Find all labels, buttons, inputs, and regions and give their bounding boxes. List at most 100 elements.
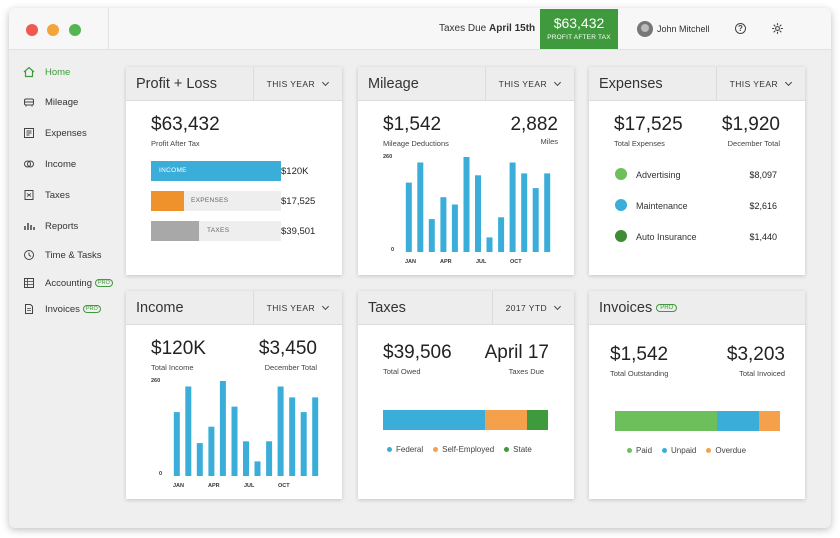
- sidebar-item-invoices[interactable]: Invoices PRO: [23, 301, 101, 317]
- sidebar-item-label: Accounting: [45, 277, 93, 289]
- chart-bar: [254, 461, 261, 476]
- taxes-due-text: Taxes Due April 15th: [439, 23, 536, 34]
- user-name[interactable]: John Mitchell: [657, 24, 710, 34]
- chart-bar: [451, 204, 458, 252]
- stacked-bar-segment: [717, 411, 759, 431]
- taxes-card: Taxes 2017 YTD $39,506 Total Owed April …: [358, 291, 574, 499]
- sidebar-item-label: Expenses: [45, 127, 87, 139]
- card-title: Invoices PRO: [599, 300, 678, 316]
- pro-badge: PRO: [656, 304, 678, 313]
- y-axis-max: 260: [383, 154, 393, 160]
- sidebar-item-income[interactable]: Income: [23, 156, 76, 172]
- income-bar-fill: [151, 161, 281, 181]
- chevron-down-icon: [553, 78, 562, 87]
- sidebar-item-mileage[interactable]: Mileage: [23, 94, 78, 110]
- card-header: Profit + Loss THIS YEAR: [126, 67, 342, 101]
- stacked-bar-segment: [758, 411, 780, 431]
- period-dropdown[interactable]: THIS YEAR: [252, 291, 342, 325]
- x-axis-label: OCT: [510, 259, 522, 265]
- y-axis-min: 0: [159, 471, 163, 477]
- chart-bar: [312, 397, 319, 476]
- document-icon: [25, 304, 33, 314]
- december-total-value: $1,920: [721, 114, 780, 135]
- total-outstanding-value: $1,542: [610, 344, 669, 365]
- stacked-bar-segment: [383, 410, 486, 430]
- period-dropdown[interactable]: THIS YEAR: [484, 67, 574, 101]
- advertising-dot: [615, 168, 627, 180]
- card-title: Expenses: [599, 76, 663, 92]
- period-dropdown[interactable]: THIS YEAR: [252, 67, 342, 101]
- coins-icon: [24, 160, 34, 168]
- maintenance-label: Maintenance: [636, 201, 688, 211]
- chart-bar: [219, 381, 226, 476]
- receipt-icon: [24, 128, 34, 138]
- december-income-value: $3,450: [258, 338, 317, 359]
- total-invoiced-value: $3,203: [726, 344, 785, 365]
- stacked-bar-segment: [485, 410, 527, 430]
- card-title: Profit + Loss: [136, 76, 217, 92]
- legend-dot: [706, 448, 712, 453]
- expenses-bar-label: EXPENSES: [191, 197, 229, 204]
- zoom-window-button[interactable]: [69, 24, 81, 36]
- chart-bar: [475, 175, 481, 252]
- income-bar-value: $120K: [281, 166, 309, 177]
- chevron-down-icon: [321, 78, 330, 87]
- minimize-window-button[interactable]: [47, 24, 59, 36]
- sidebar-item-accounting[interactable]: Accounting PRO: [23, 275, 113, 291]
- income-bar: INCOME: [151, 161, 281, 181]
- sidebar-item-label: Time & Tasks: [45, 249, 102, 261]
- card-header: Invoices PRO: [589, 291, 805, 325]
- legend-item: Overdue: [706, 446, 746, 455]
- profit-after-tax-badge[interactable]: $63,432 PROFIT AFTER TAX: [540, 9, 618, 49]
- x-axis-label: JAN: [405, 259, 417, 265]
- sidebar-item-label: Income: [45, 158, 77, 170]
- gear-icon[interactable]: [771, 22, 784, 35]
- advertising-label: Advertising: [636, 170, 681, 180]
- chevron-down-icon: [321, 302, 330, 311]
- sidebar-item-label: Reports: [45, 220, 79, 232]
- taxes-icon: [24, 190, 34, 200]
- y-axis-min: 0: [391, 247, 395, 253]
- mileage-bar-chart: [405, 157, 551, 252]
- total-expenses-value: $17,525: [614, 114, 683, 135]
- sidebar-item-expenses[interactable]: Expenses: [23, 125, 87, 141]
- chart-bar: [521, 173, 528, 252]
- total-invoiced-label: Total Invoiced: [739, 369, 785, 378]
- invoices-stacked-bar: [615, 411, 780, 431]
- sidebar-item-home[interactable]: Home: [23, 64, 70, 80]
- taxes-legend: Federal Self-Employed State: [387, 445, 542, 454]
- ledger-icon: [24, 278, 34, 288]
- chart-bar: [231, 406, 238, 476]
- pro-badge: PRO: [95, 279, 113, 287]
- december-income-label: December Total: [264, 363, 317, 372]
- sidebar: Home Mileage Expenses Income Taxes Repor…: [9, 50, 119, 528]
- invoices-legend: Paid Unpaid Overdue: [627, 446, 756, 455]
- bar-chart-icon: [24, 223, 35, 230]
- sidebar-item-time-tasks[interactable]: Time & Tasks: [23, 247, 102, 263]
- chart-bar: [208, 426, 215, 476]
- help-icon[interactable]: ?: [735, 23, 746, 34]
- taxes-bar-label: TAXES: [207, 227, 230, 234]
- period-dropdown[interactable]: THIS YEAR: [715, 67, 805, 101]
- sidebar-item-label: Invoices: [45, 303, 80, 315]
- december-total-label: December Total: [727, 139, 780, 148]
- x-axis-label: OCT: [278, 483, 290, 489]
- legend-item: Paid: [627, 446, 652, 455]
- chart-bar: [544, 173, 551, 252]
- mileage-deductions-label: Mileage Deductions: [383, 139, 449, 148]
- period-dropdown[interactable]: 2017 YTD: [491, 291, 574, 325]
- chart-bar: [277, 386, 284, 476]
- titlebar: Taxes Due April 15th $63,432 PROFIT AFTE…: [9, 8, 831, 50]
- stacked-bar-segment: [615, 411, 718, 431]
- taxes-stacked-bar: [383, 410, 548, 430]
- sidebar-item-reports[interactable]: Reports: [23, 218, 78, 234]
- clock-icon: [24, 250, 34, 260]
- chart-bar: [498, 217, 505, 252]
- avatar[interactable]: [637, 21, 653, 37]
- sidebar-item-taxes[interactable]: Taxes: [23, 187, 70, 203]
- chart-bar: [463, 157, 470, 252]
- app-window: Taxes Due April 15th $63,432 PROFIT AFTE…: [9, 8, 831, 528]
- chart-bar: [300, 412, 307, 476]
- profit-loss-card: Profit + Loss THIS YEAR $63,432 Profit A…: [126, 67, 342, 275]
- close-window-button[interactable]: [26, 24, 38, 36]
